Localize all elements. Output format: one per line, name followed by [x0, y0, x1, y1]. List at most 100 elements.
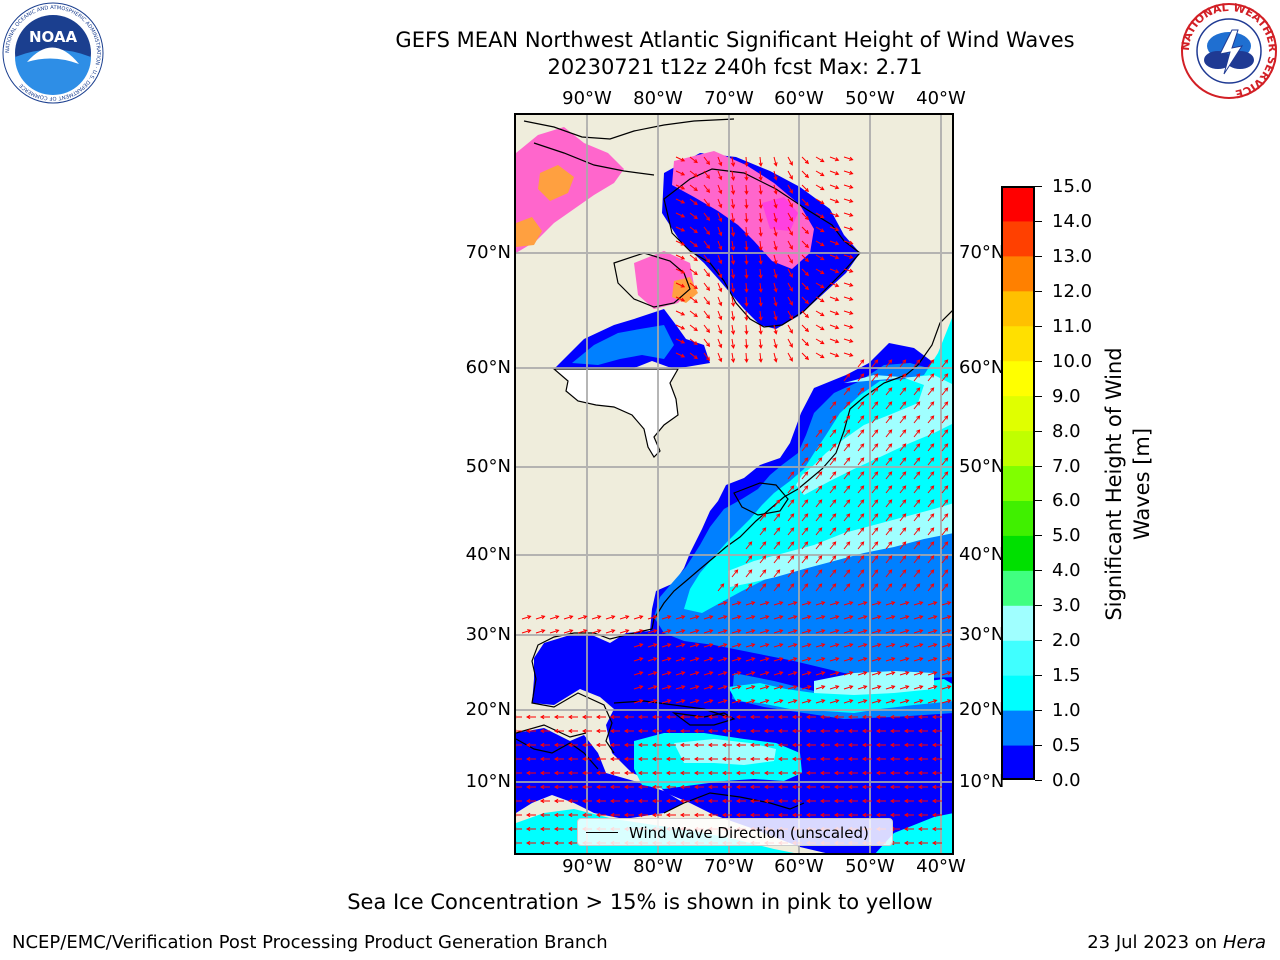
- wave-direction-arrow: [871, 685, 882, 690]
- wave-direction-arrow: [801, 583, 809, 592]
- wave-direction-arrow: [759, 601, 770, 606]
- wave-direction-arrow: [516, 729, 522, 733]
- wave-direction-arrow: [871, 555, 879, 564]
- wave-direction-arrow: [665, 742, 676, 748]
- wave-direction-arrow: [717, 352, 723, 363]
- wave-direction-arrow: [941, 387, 949, 396]
- wave-direction-arrow: [843, 671, 854, 676]
- wave-direction-arrow: [801, 240, 810, 249]
- wave-direction-arrow: [595, 770, 606, 776]
- wave-direction-arrow: [623, 756, 634, 762]
- wave-direction-arrow: [787, 527, 795, 536]
- wave-direction-arrow: [885, 443, 893, 452]
- wave-direction-arrow: [553, 798, 564, 804]
- wave-direction-arrow: [801, 170, 810, 179]
- wave-direction-arrow: [567, 714, 578, 720]
- wave-direction-arrow: [773, 513, 781, 522]
- wave-direction-arrow: [567, 742, 578, 748]
- wave-direction-arrow: [651, 770, 662, 776]
- wave-direction-arrow: [763, 742, 774, 748]
- wave-direction-arrow: [609, 756, 620, 762]
- wave-direction-arrow: [549, 615, 560, 620]
- wave-direction-arrow: [791, 728, 802, 734]
- wave-direction-arrow: [903, 714, 914, 720]
- wave-direction-arrow: [773, 170, 778, 181]
- colorbar-tick-mark: [1035, 745, 1042, 747]
- wave-direction-arrow: [553, 812, 564, 818]
- wave-direction-arrow: [815, 513, 823, 522]
- wave-direction-arrow: [899, 569, 907, 578]
- wave-direction-arrow: [871, 429, 879, 438]
- wave-direction-arrow: [885, 359, 893, 368]
- wave-direction-arrow: [759, 569, 767, 578]
- wave-direction-arrow: [927, 471, 935, 480]
- wave-direction-arrow: [815, 629, 826, 634]
- colorbar-tick-label: 7.0: [1052, 455, 1081, 477]
- lat-tick-right: 70°N: [959, 242, 1005, 263]
- wave-direction-arrow: [843, 457, 851, 466]
- wave-direction-arrow: [857, 629, 868, 634]
- wave-direction-arrow: [773, 615, 784, 620]
- wave-direction-arrow: [857, 643, 868, 648]
- wave-direction-arrow: [717, 296, 723, 307]
- wave-direction-arrow: [773, 583, 781, 592]
- wave-direction-arrow: [787, 499, 795, 508]
- wave-direction-arrow: [829, 296, 840, 302]
- wave-direction-arrow: [913, 685, 924, 690]
- wave-direction-arrow: [805, 812, 816, 818]
- wave-direction-arrow: [889, 798, 900, 804]
- wave-direction-arrow: [857, 359, 865, 368]
- wave-direction-arrow: [703, 198, 711, 208]
- wave-direction-arrow: [679, 812, 690, 818]
- wave-direction-arrow: [815, 555, 823, 564]
- wave-direction-arrow: [773, 324, 778, 335]
- wave-direction-arrow: [693, 714, 704, 720]
- wave-direction-arrow: [861, 756, 872, 762]
- wave-direction-arrow: [843, 541, 851, 550]
- wave-direction-arrow: [675, 699, 686, 704]
- wave-direction-arrow: [815, 601, 826, 606]
- wave-direction-arrow: [829, 352, 840, 358]
- wave-direction-arrow: [633, 685, 644, 690]
- wave-direction-arrow: [758, 296, 763, 307]
- wave-direction-arrow: [721, 742, 732, 748]
- wave-direction-arrow: [717, 615, 728, 620]
- wave-direction-arrow: [787, 555, 795, 564]
- wave-direction-arrow: [665, 812, 676, 818]
- wave-direction-arrow: [843, 527, 851, 536]
- wave-direction-arrow: [829, 583, 837, 592]
- wave-direction-arrow: [815, 485, 823, 494]
- wave-direction-arrow: [717, 643, 728, 648]
- wave-direction-arrow: [829, 198, 840, 204]
- wave-direction-arrow: [913, 555, 921, 564]
- wave-direction-arrow: [885, 457, 893, 466]
- noaa-logo-text: NOAA: [29, 28, 78, 46]
- wave-direction-arrow: [516, 743, 522, 747]
- wave-direction-arrow: [843, 643, 854, 648]
- wave-direction-arrow: [647, 657, 658, 662]
- wave-direction-arrow: [801, 643, 812, 648]
- wave-direction-arrow: [637, 756, 648, 762]
- wave-direction-arrow: [871, 569, 879, 578]
- wave-direction-arrow: [553, 840, 564, 846]
- wave-direction-arrow: [787, 583, 795, 592]
- wave-direction-arrow: [647, 615, 658, 620]
- wave-direction-arrow: [675, 629, 686, 634]
- wave-direction-arrow: [623, 728, 634, 734]
- wave-direction-arrow: [913, 471, 921, 480]
- wave-direction-arrow: [744, 310, 749, 322]
- wave-direction-arrow: [749, 798, 760, 804]
- wave-direction-arrow: [731, 212, 736, 223]
- wave-direction-arrow: [815, 170, 825, 177]
- wave-direction-arrow: [787, 485, 795, 494]
- wave-direction-arrow: [871, 457, 879, 466]
- wave-direction-arrow: [843, 583, 851, 592]
- wave-direction-arrow: [707, 784, 718, 790]
- colorbar-tick-mark: [1035, 675, 1042, 677]
- wave-direction-arrow: [899, 699, 910, 704]
- wave-direction-arrow: [917, 770, 928, 776]
- wave-direction-arrow: [885, 657, 896, 662]
- wave-direction-arrow: [941, 699, 952, 704]
- wave-direction-arrow: [787, 212, 793, 222]
- wave-direction-arrow: [689, 198, 698, 206]
